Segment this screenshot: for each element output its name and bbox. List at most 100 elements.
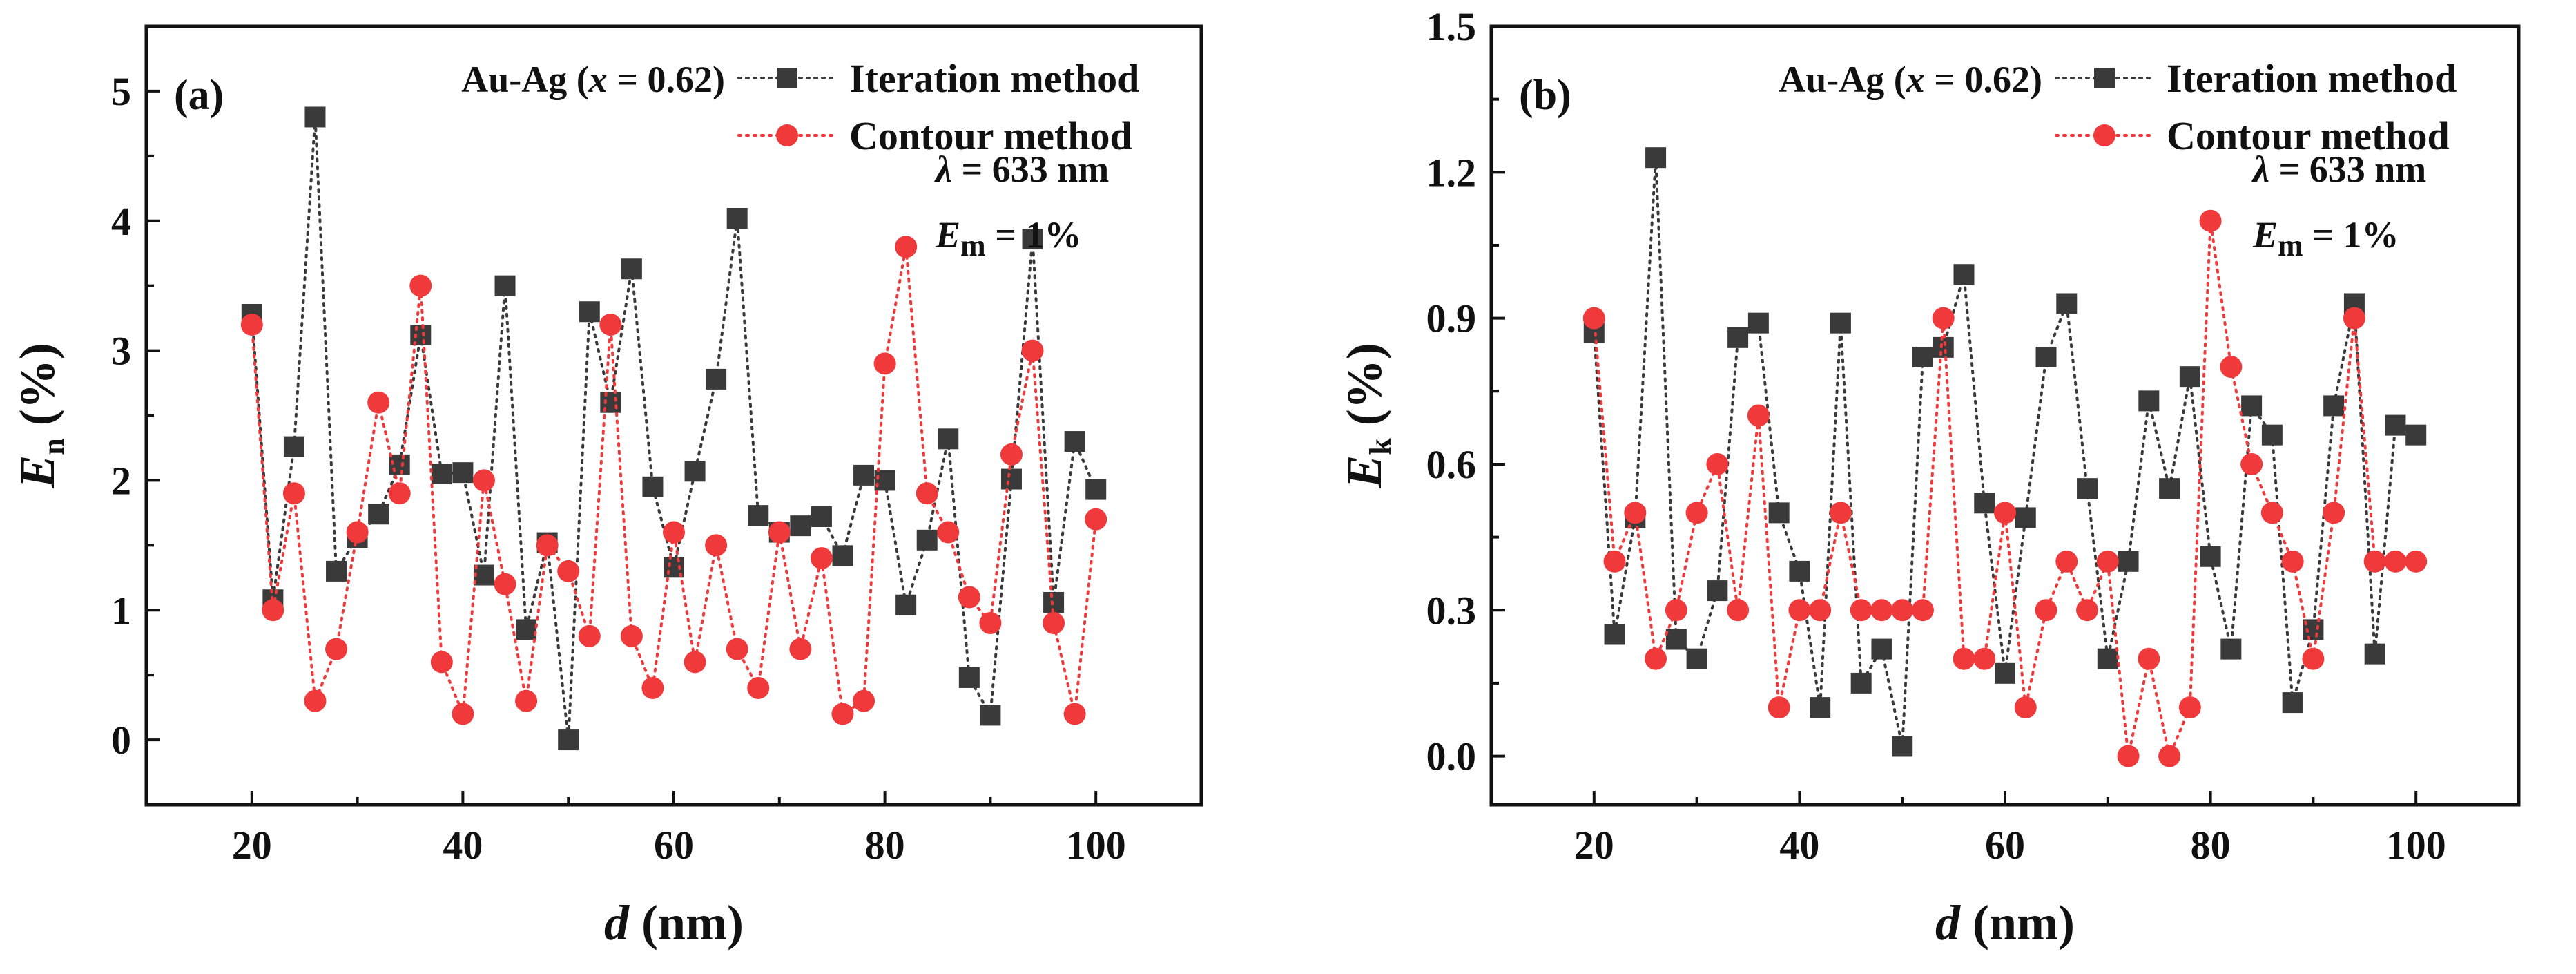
point-contour-a-32 xyxy=(916,482,938,505)
point-contour-a-27 xyxy=(810,547,833,570)
point-contour-a-31 xyxy=(895,236,918,258)
point-iteration-a-3 xyxy=(304,106,326,128)
point-contour-a-23 xyxy=(726,638,748,660)
point-iteration-a-34 xyxy=(958,667,980,688)
point-iteration-b-10 xyxy=(1789,560,1810,582)
point-contour-b-22 xyxy=(2035,599,2057,622)
point-iteration-b-24 xyxy=(2077,478,2098,499)
point-contour-a-9 xyxy=(430,651,453,674)
x-tick-label-a-4: 100 xyxy=(1066,823,1126,868)
annotation-material-var-a: x xyxy=(588,59,608,100)
point-contour-b-33 xyxy=(2260,502,2283,524)
y-tick-label-b-0: 0.0 xyxy=(1426,734,1477,779)
point-contour-a-13 xyxy=(515,689,538,712)
point-contour-a-6 xyxy=(367,391,390,414)
point-iteration-a-16 xyxy=(579,301,600,323)
point-contour-a-34 xyxy=(958,586,980,609)
point-contour-b-0 xyxy=(1582,307,1605,330)
point-iteration-b-15 xyxy=(1892,736,1913,757)
point-iteration-b-19 xyxy=(1974,493,1995,514)
x-tick-label-b-4: 100 xyxy=(2386,823,2446,868)
point-iteration-b-40 xyxy=(2405,424,2427,446)
annotation-em-sub-b: m xyxy=(2278,229,2303,262)
series-line-iteration-a xyxy=(250,117,1098,741)
y-axis-var-b: E xyxy=(1337,455,1392,489)
point-contour-b-37 xyxy=(2343,307,2365,330)
point-contour-b-34 xyxy=(2281,550,2304,573)
point-iteration-b-11 xyxy=(1810,697,1831,718)
point-contour-b-29 xyxy=(2178,696,2201,719)
y-axis-unit-a: (%) xyxy=(10,343,65,438)
annotation-material-b: Au-Ag (x = 0.62) xyxy=(1779,59,2042,100)
point-iteration-a-15 xyxy=(558,729,579,751)
series-line-contour-a xyxy=(250,246,1098,716)
point-iteration-a-28 xyxy=(832,545,853,566)
point-iteration-a-17 xyxy=(600,392,621,413)
point-contour-b-6 xyxy=(1706,452,1729,475)
point-contour-a-26 xyxy=(789,638,812,660)
point-contour-b-23 xyxy=(2055,550,2078,573)
point-contour-b-38 xyxy=(2363,550,2386,573)
point-iteration-b-18 xyxy=(1953,264,1975,285)
point-iteration-a-9 xyxy=(431,464,452,485)
annotation-em-b: Em = 1% xyxy=(2252,214,2399,262)
y-tick-label-a-1: 1 xyxy=(111,588,131,633)
point-contour-b-17 xyxy=(1932,307,1955,330)
annotation-material-a: Au-Ag (x = 0.62) xyxy=(461,59,725,100)
point-contour-a-15 xyxy=(557,560,580,582)
point-contour-a-37 xyxy=(1021,339,1044,362)
point-contour-a-12 xyxy=(494,573,516,595)
point-contour-b-25 xyxy=(2096,550,2119,573)
annotation-lambda-value-a: = 633 nm xyxy=(952,149,1109,190)
point-contour-a-16 xyxy=(578,624,601,647)
point-iteration-b-33 xyxy=(2261,424,2283,446)
point-iteration-a-2 xyxy=(283,436,304,457)
point-iteration-b-20 xyxy=(1995,662,2015,684)
annotation-material-text-b: Au-Ag ( xyxy=(1779,59,1906,100)
annotation-em-value-a: = 1% xyxy=(986,214,1082,256)
point-contour-b-11 xyxy=(1809,599,1832,622)
y-tick-label-b-5: 1.5 xyxy=(1426,4,1477,49)
point-contour-a-28 xyxy=(831,703,854,725)
point-iteration-a-23 xyxy=(726,207,748,229)
point-iteration-b-22 xyxy=(2035,346,2057,367)
point-iteration-b-14 xyxy=(1871,638,1892,660)
point-iteration-b-6 xyxy=(1707,580,1728,602)
point-iteration-b-4 xyxy=(1665,629,1687,650)
point-contour-b-30 xyxy=(2199,209,2222,232)
point-iteration-a-7 xyxy=(389,454,410,475)
legend-label-contour-a: Contour method xyxy=(849,113,1132,158)
legend-label-iteration-b: Iteration method xyxy=(2167,56,2457,101)
point-contour-a-30 xyxy=(873,352,896,375)
point-iteration-b-29 xyxy=(2179,366,2200,388)
point-iteration-a-39 xyxy=(1064,431,1085,452)
point-iteration-a-22 xyxy=(706,368,727,390)
point-iteration-b-21 xyxy=(2015,507,2036,528)
x-axis-unit-a: (nm) xyxy=(629,895,744,951)
point-contour-b-35 xyxy=(2302,647,2325,670)
point-contour-b-3 xyxy=(1645,647,1667,670)
point-contour-b-31 xyxy=(2220,356,2243,379)
point-contour-b-24 xyxy=(2076,599,2099,622)
annotation-em-value-b: = 1% xyxy=(2303,214,2399,256)
point-contour-b-15 xyxy=(1891,599,1914,622)
annotation-em-var-b: E xyxy=(2252,214,2278,256)
legend-marker-iteration-a xyxy=(777,68,797,88)
point-contour-a-19 xyxy=(641,676,664,699)
point-contour-b-16 xyxy=(1911,599,1934,622)
point-contour-b-8 xyxy=(1747,404,1770,427)
point-iteration-a-30 xyxy=(874,470,895,491)
point-iteration-b-7 xyxy=(1727,327,1749,348)
point-contour-b-18 xyxy=(1953,647,1975,670)
point-iteration-b-36 xyxy=(2323,395,2345,417)
point-iteration-a-12 xyxy=(494,275,516,296)
y-axis-sub-a: n xyxy=(37,438,70,455)
y-tick-label-b-3: 0.9 xyxy=(1426,296,1477,341)
point-contour-a-11 xyxy=(472,469,495,492)
point-contour-b-19 xyxy=(1973,647,1996,670)
point-contour-a-36 xyxy=(1000,443,1023,466)
point-iteration-b-12 xyxy=(1830,312,1851,334)
x-tick-label-a-0: 20 xyxy=(232,823,272,868)
x-axis-title-b: d (nm) xyxy=(1935,895,2075,951)
point-contour-a-33 xyxy=(937,521,960,544)
